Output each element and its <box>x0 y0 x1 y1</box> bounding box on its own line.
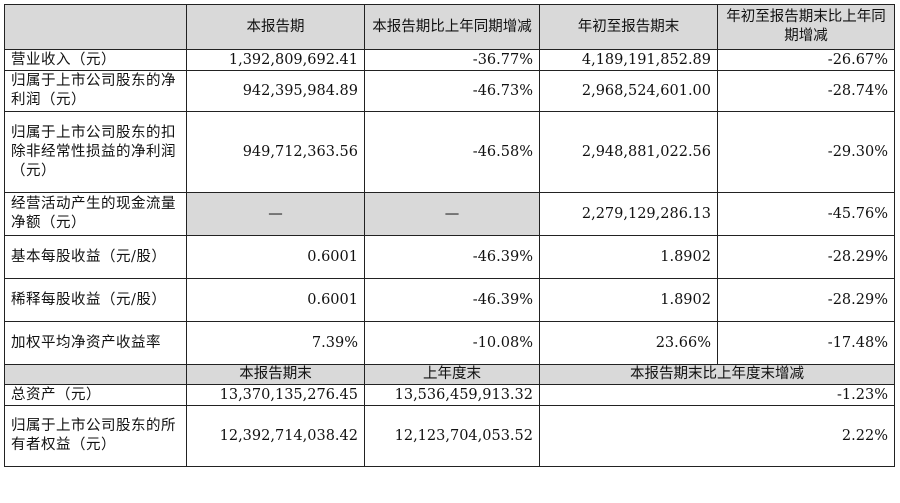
cell-current: 949,712,363.56 <box>186 111 365 193</box>
row-label: 归属于上市公司股东的扣除非经常性损益的净利润（元） <box>4 111 187 193</box>
table-row: 归属于上市公司股东的净利润（元） 942,395,984.89 -46.73% … <box>4 70 895 112</box>
cell-prior-year-end: 13,536,459,913.32 <box>364 384 540 406</box>
table-header-row: 本报告期 本报告期比上年同期增减 年初至报告期末 年初至报告期末比上年同期增减 <box>4 4 895 50</box>
cell-ytd-change: -26.67% <box>717 49 895 71</box>
cell-ytd-change: -45.76% <box>717 192 895 236</box>
cell-change: -46.58% <box>364 111 540 193</box>
cell-change: -10.08% <box>364 321 540 365</box>
table-row: 总资产（元） 13,370,135,276.45 13,536,459,913.… <box>4 384 895 406</box>
row-label: 稀释每股收益（元/股） <box>4 278 187 322</box>
header-period-end: 本报告期末 <box>186 364 365 385</box>
cell-ytd-change: -28.29% <box>717 235 895 279</box>
cell-period-end: 12,392,714,038.42 <box>186 405 365 467</box>
table-row: 归属于上市公司股东的扣除非经常性损益的净利润（元） 949,712,363.56… <box>4 111 895 193</box>
cell-change: -36.77% <box>364 49 540 71</box>
cell-current: 0.6001 <box>186 278 365 322</box>
table-row: 加权平均净资产收益率 7.39% -10.08% 23.66% -17.48% <box>4 321 895 365</box>
cell-current: 1,392,809,692.41 <box>186 49 365 71</box>
cell-change: -46.39% <box>364 278 540 322</box>
row-label: 加权平均净资产收益率 <box>4 321 187 365</box>
cell-ytd: 1.8902 <box>539 235 718 279</box>
header-corner <box>4 4 187 50</box>
cell-current: — <box>186 192 365 236</box>
financial-summary-table: 本报告期 本报告期比上年同期增减 年初至报告期末 年初至报告期末比上年同期增减 … <box>4 4 895 467</box>
cell-ytd-change: -28.29% <box>717 278 895 322</box>
cell-change: -46.39% <box>364 235 540 279</box>
table-row: 归属于上市公司股东的所有者权益（元） 12,392,714,038.42 12,… <box>4 405 895 467</box>
table-row: 经营活动产生的现金流量净额（元） — — 2,279,129,286.13 -4… <box>4 192 895 236</box>
row-label: 总资产（元） <box>4 384 187 406</box>
header-prior-year-end: 上年度末 <box>364 364 540 385</box>
header-year-to-date-change: 年初至报告期末比上年同期增减 <box>717 4 895 50</box>
cell-change: -1.23% <box>539 384 895 406</box>
cell-ytd: 2,948,881,022.56 <box>539 111 718 193</box>
cell-change: -46.73% <box>364 70 540 112</box>
row-label: 归属于上市公司股东的净利润（元） <box>4 70 187 112</box>
cell-ytd: 4,189,191,852.89 <box>539 49 718 71</box>
table-row: 稀释每股收益（元/股） 0.6001 -46.39% 1.8902 -28.29… <box>4 278 895 322</box>
cell-prior-year-end: 12,123,704,053.52 <box>364 405 540 467</box>
cell-ytd: 1.8902 <box>539 278 718 322</box>
cell-ytd-change: -28.74% <box>717 70 895 112</box>
header-year-to-date: 年初至报告期末 <box>539 4 718 50</box>
cell-current: 0.6001 <box>186 235 365 279</box>
cell-ytd: 2,968,524,601.00 <box>539 70 718 112</box>
cell-ytd-change: -29.30% <box>717 111 895 193</box>
cell-period-end: 13,370,135,276.45 <box>186 384 365 406</box>
table-row: 营业收入（元） 1,392,809,692.41 -36.77% 4,189,1… <box>4 49 895 71</box>
cell-ytd: 2,279,129,286.13 <box>539 192 718 236</box>
cell-ytd-change: -17.48% <box>717 321 895 365</box>
cell-change: 2.22% <box>539 405 895 467</box>
row-label: 营业收入（元） <box>4 49 187 71</box>
row-label: 归属于上市公司股东的所有者权益（元） <box>4 405 187 467</box>
cell-ytd: 23.66% <box>539 321 718 365</box>
header-current-period-change: 本报告期比上年同期增减 <box>364 4 540 50</box>
row-label: 经营活动产生的现金流量净额（元） <box>4 192 187 236</box>
row-label: 基本每股收益（元/股） <box>4 235 187 279</box>
table-subheader-row: 本报告期末 上年度末 本报告期末比上年度末增减 <box>4 364 895 385</box>
header-current-period: 本报告期 <box>186 4 365 50</box>
subheader-corner <box>4 364 187 385</box>
header-period-end-change: 本报告期末比上年度末增减 <box>539 364 895 385</box>
cell-current: 7.39% <box>186 321 365 365</box>
cell-change: — <box>364 192 540 236</box>
table-row: 基本每股收益（元/股） 0.6001 -46.39% 1.8902 -28.29… <box>4 235 895 279</box>
cell-current: 942,395,984.89 <box>186 70 365 112</box>
